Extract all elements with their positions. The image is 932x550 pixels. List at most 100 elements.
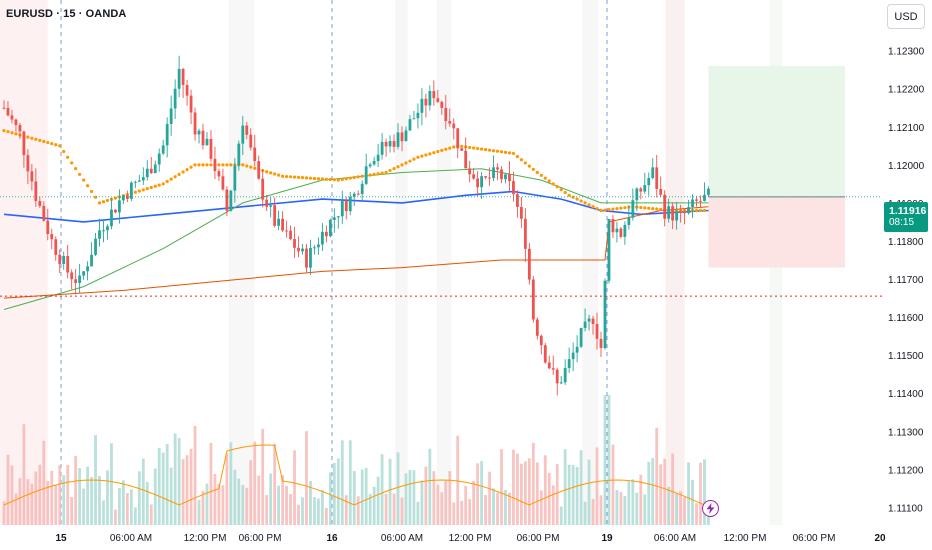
session-band — [228, 0, 255, 525]
volume-bar — [237, 478, 241, 525]
volume-bar — [34, 471, 38, 525]
vwap-dot — [281, 174, 285, 178]
vwap-dot — [404, 161, 408, 165]
candle-body — [707, 188, 710, 195]
volume-bar — [137, 471, 141, 525]
volume-bar — [380, 454, 384, 525]
position-tool[interactable] — [708, 65, 845, 268]
vwap-dot — [320, 177, 324, 181]
candle-body — [185, 84, 189, 96]
vwap-dot — [436, 149, 440, 154]
volume-bar — [440, 492, 444, 525]
volume-bar — [364, 467, 368, 525]
vwap-dot — [101, 200, 106, 204]
volume-bar — [615, 489, 619, 525]
vwap-dot — [408, 159, 412, 163]
y-axis-tick-label: 1.12300 — [888, 47, 925, 58]
candle-body — [607, 219, 611, 281]
volume-bar — [309, 480, 312, 525]
vwap-dot — [288, 175, 293, 179]
session-band — [436, 0, 452, 525]
vwap-dot — [169, 177, 173, 181]
candle-body — [305, 248, 308, 268]
candle-body — [667, 206, 671, 219]
moving-average-line — [3, 168, 709, 310]
currency-button[interactable]: USD — [887, 4, 925, 29]
candle-body — [137, 180, 141, 182]
vwap-dot — [70, 161, 74, 165]
vwap-dot — [300, 176, 305, 180]
vwap-dot — [38, 138, 42, 142]
volume-bar — [221, 485, 225, 525]
vwap-dot — [66, 155, 70, 159]
x-axis-tick-label: 06:00 AM — [381, 533, 423, 544]
vwap-dot — [14, 132, 18, 136]
volume-bar — [531, 442, 535, 525]
volume-bar — [651, 458, 655, 525]
volume-bar — [480, 461, 483, 525]
x-axis-tick-label: 06:00 PM — [517, 533, 560, 544]
vwap-dot — [324, 177, 328, 181]
vwap-dot — [531, 167, 535, 171]
candle-body — [539, 335, 543, 346]
vwap-dot — [145, 187, 149, 191]
candle-body — [631, 200, 635, 218]
candle-body — [559, 382, 563, 384]
vwap-dot — [432, 151, 436, 155]
vwap-dot — [583, 201, 587, 205]
vwap-dot — [567, 193, 571, 197]
volume-bar — [595, 447, 599, 525]
volume-bar — [492, 488, 495, 525]
vwap-dot — [229, 163, 233, 167]
candle-body — [492, 167, 495, 179]
candle-body — [261, 178, 265, 200]
candle-body — [78, 275, 82, 283]
vwap-dot — [396, 165, 400, 169]
volume-bar — [340, 440, 344, 525]
volume-bar — [70, 497, 74, 525]
candle-body — [46, 220, 50, 235]
volume-bar — [46, 480, 50, 525]
candle-body — [384, 141, 388, 147]
session-band — [395, 0, 408, 525]
candle-body — [233, 165, 237, 191]
vwap-dot — [141, 188, 145, 192]
vwap-dot — [78, 172, 82, 176]
volume-bar — [285, 485, 288, 525]
volume-bar — [181, 459, 185, 525]
volume-bar — [587, 459, 591, 525]
candle-body — [643, 185, 647, 192]
volume-bar — [539, 490, 543, 525]
candle-body — [555, 369, 559, 384]
vwap-dot — [468, 145, 472, 150]
vwap-dot — [352, 175, 356, 180]
vwap-dot — [495, 149, 500, 153]
candle-body — [480, 176, 483, 188]
volume-bar — [189, 448, 193, 525]
candle-body — [277, 218, 281, 226]
candle-body — [241, 125, 245, 144]
vwap-dot — [487, 148, 492, 152]
volume-bar — [118, 488, 121, 525]
session-background — [0, 0, 685, 525]
volume-bar — [695, 503, 698, 525]
candle-body — [591, 318, 595, 324]
volume-bar — [687, 462, 690, 525]
candle-body — [599, 338, 603, 349]
volume-bar — [667, 486, 671, 525]
vwap-dot — [105, 198, 110, 203]
lightning-bolt-icon[interactable] — [702, 500, 719, 517]
candle-body — [229, 190, 233, 211]
vwap-dot — [424, 153, 428, 157]
vwap-dot — [452, 145, 456, 149]
candle-body — [504, 174, 507, 180]
volume-bar — [444, 480, 448, 525]
volume-bar — [78, 468, 82, 525]
candle-body — [54, 239, 58, 255]
candle-body — [273, 205, 277, 226]
vwap-dot — [42, 139, 46, 144]
vwap-dot — [579, 199, 583, 203]
volume-bar — [197, 499, 201, 525]
